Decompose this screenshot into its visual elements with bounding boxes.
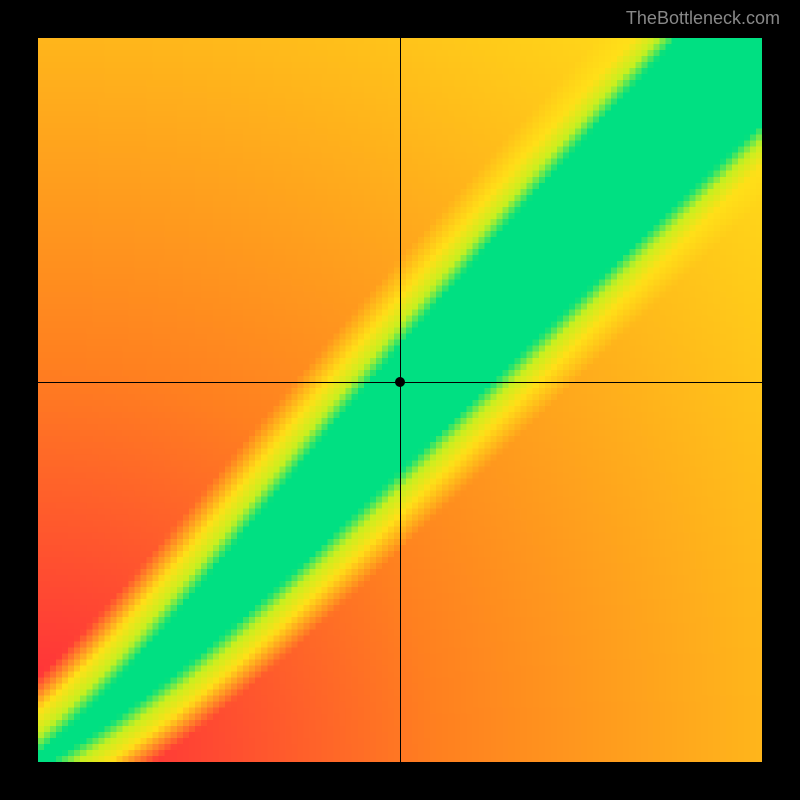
watermark: TheBottleneck.com — [626, 8, 780, 29]
selection-marker — [395, 377, 405, 387]
crosshair-vertical — [400, 38, 401, 762]
bottleneck-heatmap — [38, 38, 762, 762]
